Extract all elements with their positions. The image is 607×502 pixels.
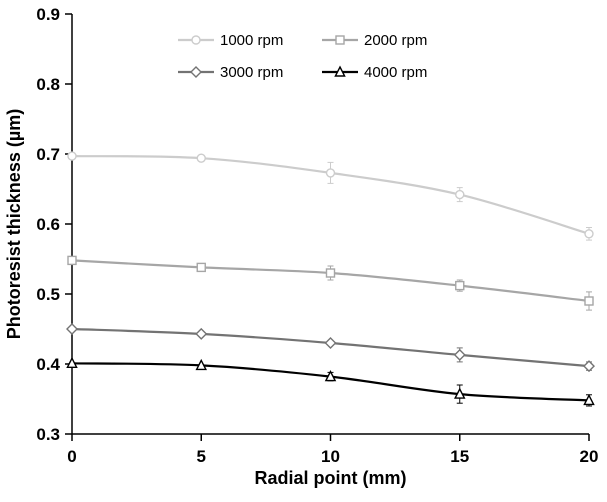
y-tick-label: 0.4 bbox=[36, 355, 60, 374]
legend-label: 1000 rpm bbox=[220, 32, 283, 49]
data-point-marker bbox=[455, 189, 465, 200]
data-point-marker bbox=[195, 358, 207, 371]
data-point-marker bbox=[324, 370, 337, 382]
x-tick-label: 15 bbox=[450, 447, 469, 466]
y-axis-label: Photoresist thickness (µm) bbox=[4, 108, 24, 340]
y-tick-label: 0.9 bbox=[36, 5, 60, 24]
data-point-marker bbox=[325, 168, 336, 178]
y-tick-label: 0.7 bbox=[36, 145, 60, 164]
y-tick-label: 0.3 bbox=[36, 425, 60, 444]
data-point-marker bbox=[67, 151, 77, 161]
data-point-marker bbox=[454, 387, 466, 399]
data-point-marker bbox=[583, 360, 595, 373]
data-point-marker bbox=[325, 268, 336, 278]
legend-label: 2000 rpm bbox=[364, 32, 427, 49]
y-tick-label: 0.6 bbox=[36, 215, 60, 234]
x-axis-label: Radial point (mm) bbox=[254, 468, 407, 488]
legend-marker bbox=[190, 66, 202, 78]
data-point-marker bbox=[455, 280, 465, 291]
data-point-marker bbox=[195, 327, 208, 340]
data-point-marker bbox=[453, 348, 466, 361]
legend-marker bbox=[334, 65, 346, 77]
data-point-marker bbox=[67, 255, 77, 266]
legend-marker bbox=[191, 35, 201, 45]
data-point-marker bbox=[584, 296, 594, 306]
data-point-marker bbox=[66, 323, 78, 335]
legend-label: 3000 rpm bbox=[220, 64, 283, 81]
legend-label: 4000 rpm bbox=[364, 64, 427, 81]
y-tick-label: 0.8 bbox=[36, 75, 60, 94]
x-tick-label: 20 bbox=[580, 447, 599, 466]
x-tick-label: 5 bbox=[197, 447, 206, 466]
data-point-marker bbox=[196, 262, 206, 273]
x-tick-label: 0 bbox=[67, 447, 76, 466]
data-point-marker bbox=[324, 337, 337, 349]
data-point-marker bbox=[584, 229, 594, 239]
data-point-marker bbox=[583, 393, 595, 406]
data-point-marker bbox=[66, 356, 78, 368]
data-point-marker bbox=[196, 153, 206, 163]
series-line bbox=[70, 362, 591, 402]
y-tick-label: 0.5 bbox=[36, 285, 60, 304]
x-tick-label: 10 bbox=[321, 447, 340, 466]
legend-marker bbox=[335, 35, 345, 45]
